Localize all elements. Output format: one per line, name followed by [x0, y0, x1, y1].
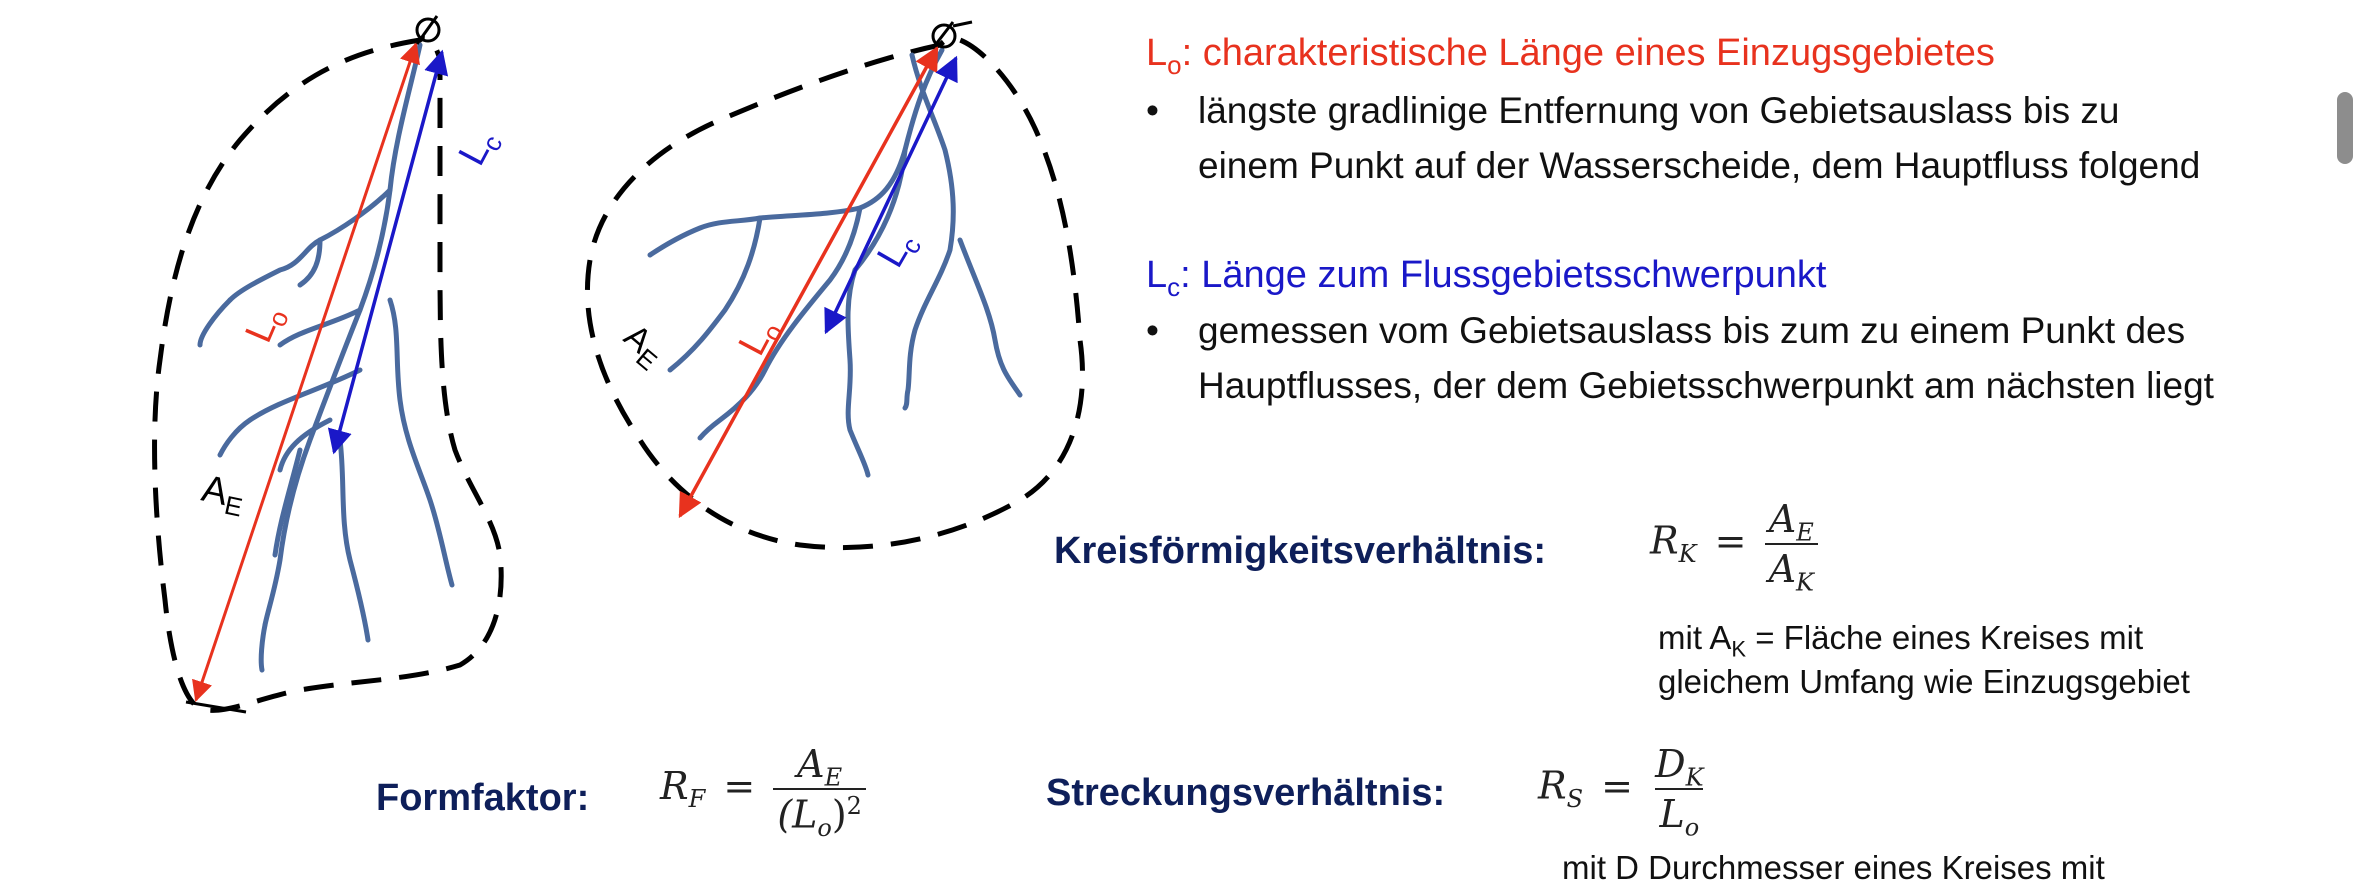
lc-symbol: L — [1146, 254, 1168, 296]
kreis-lhs-sub: K — [1678, 539, 1697, 568]
form-label: Formfaktor: — [376, 777, 590, 819]
lo-symbol: L — [1146, 32, 1168, 74]
right-lc-arrow — [824, 55, 958, 335]
right-lo-arrow — [678, 45, 939, 519]
kreis-fraction: AE AK — [1764, 497, 1818, 594]
form-eq: = — [723, 763, 756, 808]
left-basin-boundary — [152, 35, 504, 713]
streck-eq: = — [1601, 763, 1634, 808]
streck-formula: RS = DK Lo — [1538, 742, 1708, 839]
lo-bullet: • längste gradlinige Entfernung von Gebi… — [1146, 83, 2201, 193]
kreis-numerator: AE — [1768, 497, 1814, 547]
form-formula: RF = AE (Lo)2 — [660, 742, 866, 840]
streck-lhs: R — [1538, 763, 1567, 808]
lo-heading-text: : charakteristische Länge eines Einzugsg… — [1181, 32, 1995, 74]
streck-label: Streckungsverhältnis: — [1046, 772, 1446, 814]
right-lo-label: Lo — [731, 311, 789, 365]
kreis-denominator: AK — [1764, 543, 1818, 594]
lc-bullet-line1: gemessen vom Gebietsauslass bis zum zu e… — [1198, 310, 2186, 351]
left-basin: Lo Lc AE — [152, 15, 509, 714]
lc-bullet: • gemessen vom Gebietsauslass bis zum zu… — [1146, 303, 2214, 413]
kreis-label: Kreisförmigkeitsverhältnis: — [1054, 530, 1547, 572]
left-lc-arrow — [327, 49, 449, 455]
form-lhs-sub: F — [688, 785, 706, 814]
streck-denominator: Lo — [1655, 788, 1704, 839]
catchment-diagram: Lo Lc AE Lo Lc AE — [152, 15, 1085, 714]
lo-heading: Lo: charakteristische Länge eines Einzug… — [1146, 32, 1995, 78]
left-lc-label: Lc — [451, 122, 509, 174]
streck-note-cutoff: mit D Durchmesser eines Kreises mit — [1562, 849, 2105, 886]
streck-lhs-sub: S — [1566, 784, 1584, 813]
form-numerator: AE — [797, 742, 843, 792]
kreis-lhs: R — [1650, 518, 1679, 563]
right-ae-label: AE — [613, 317, 672, 376]
left-ae-label: AE — [197, 468, 249, 523]
left-outlet-marker — [415, 17, 441, 43]
left-lo-arrow — [192, 42, 420, 702]
streck-fraction: DK Lo — [1651, 742, 1707, 839]
kreis-eq: = — [1714, 518, 1747, 563]
right-basin: Lo Lc AE — [585, 20, 1085, 551]
kreis-note-line1: mit AK = Fläche eines Kreises mit — [1658, 619, 2144, 662]
lc-bullet-line2: Hauptflusses, der dem Gebietsschwerpunkt… — [1198, 365, 2214, 406]
right-river-network — [647, 47, 1023, 478]
lo-bullet-dot: • — [1146, 90, 1159, 131]
right-lc-label: Lc — [869, 224, 927, 277]
kreis-note: mit AK = Fläche eines Kreises mit gleich… — [1658, 616, 2190, 704]
kreis-formula: RK = AE AK — [1650, 497, 1818, 594]
right-basin-boundary — [585, 35, 1085, 551]
form-fraction: AE (Lo)2 — [773, 742, 866, 840]
lo-bullet-line2: einem Punkt auf der Wasserscheide, dem H… — [1198, 145, 2201, 186]
streck-numerator: DK — [1655, 742, 1704, 792]
right-outlet-marker — [931, 23, 957, 49]
form-denominator: (Lo)2 — [773, 788, 866, 840]
kreis-note-line2: gleichem Umfang wie Einzugsgebiet — [1658, 663, 2190, 700]
vertical-scrollbar[interactable] — [2337, 92, 2353, 164]
lc-bullet-dot: • — [1146, 310, 1159, 351]
lo-bullet-line1: längste gradlinige Entfernung von Gebiet… — [1198, 90, 2120, 131]
lc-heading-text: : Länge zum Flussgebietsschwerpunkt — [1180, 254, 1827, 296]
lc-symbol-sub: c — [1167, 272, 1181, 303]
lo-symbol-sub: o — [1167, 50, 1182, 81]
form-lhs: R — [660, 763, 689, 808]
lc-heading: Lc: Länge zum Flussgebietsschwerpunkt — [1146, 254, 1827, 300]
